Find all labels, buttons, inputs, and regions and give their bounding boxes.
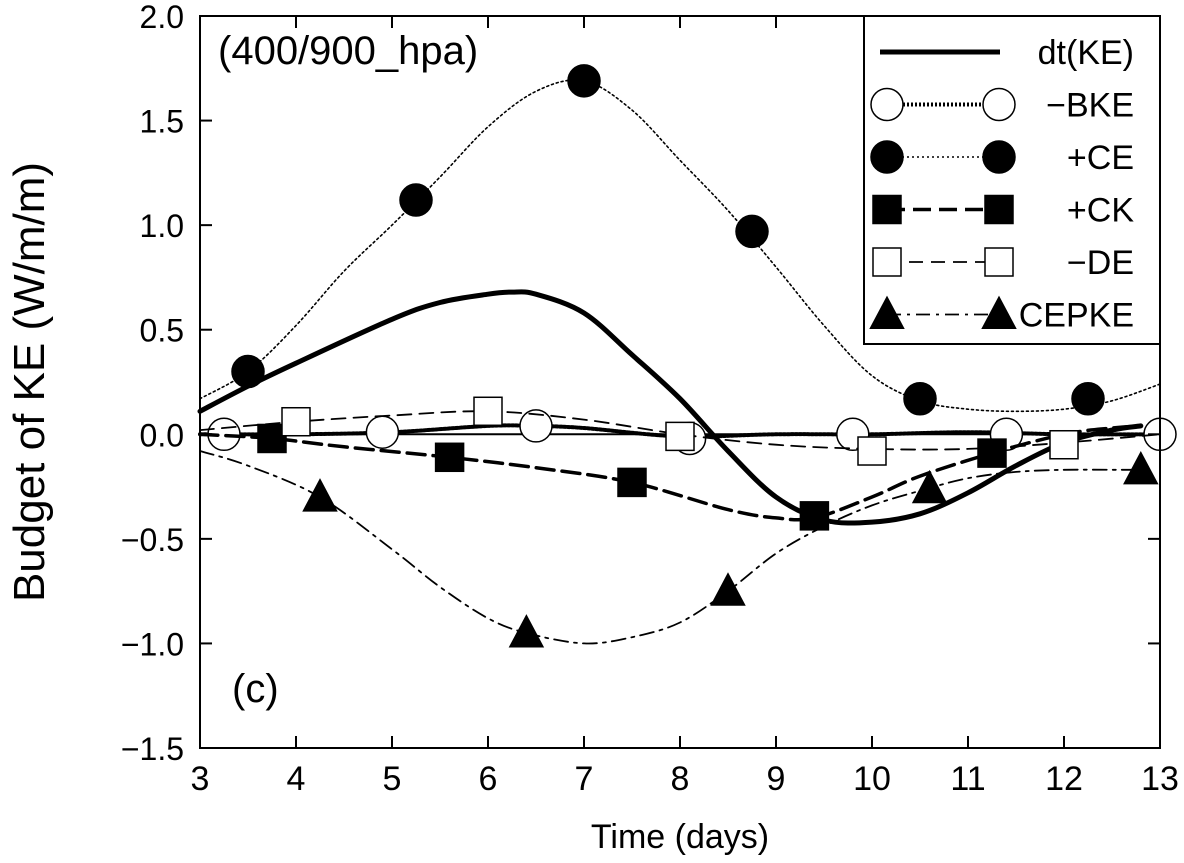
y-tick-label: −0.5 [121,522,184,558]
legend-marker [982,140,1016,174]
data-point [903,381,937,416]
data-point [665,421,695,452]
legend-marker [982,87,1016,122]
data-point [1123,450,1159,485]
data-point [365,415,400,449]
data-point [735,214,769,249]
y-axis-label: Budget of KE (W/m/m) [5,162,54,602]
y-tick-label: −1.0 [121,626,184,662]
y-tick-label: 1.5 [140,104,184,140]
data-point [508,614,545,648]
data-point [857,436,887,466]
series-line [199,450,1142,645]
y-tick-label: −1.5 [121,731,184,767]
series-line [197,289,1144,526]
data-point [519,409,553,443]
data-point [281,406,311,437]
x-tick-label: 5 [383,760,402,798]
data-point [434,442,465,473]
data-point [710,572,746,606]
data-point [473,396,503,427]
data-point [231,354,265,389]
panel-label: (400/900_hpa) [218,29,478,73]
series-line [199,79,1161,413]
series-layer [197,64,1177,648]
x-tick-label: 3 [191,760,210,798]
legend: dt(KE) −BKE +CE +CK −DE CEPKE [863,15,1161,345]
y-tick-label: 0.5 [140,313,184,349]
legend-marker [872,247,902,277]
series-line [199,410,1161,451]
data-point [1049,429,1079,460]
data-point [617,467,647,498]
legend-label: +CE [1067,139,1134,177]
series-5 [199,450,1159,648]
legend-marker [869,295,905,330]
x-tick-label: 4 [287,760,306,798]
legend-label: −BKE [1046,87,1134,125]
legend-label: −DE [1067,244,1134,282]
x-tick-label: 8 [671,760,690,798]
legend-marker [984,247,1014,277]
legend-label: CEPKE [1019,297,1134,335]
data-point [977,438,1007,468]
x-tick-label: 9 [767,760,786,798]
data-point [1071,381,1105,416]
data-point [399,183,433,217]
y-tick-label: 2.0 [140,0,184,35]
data-point [567,64,601,98]
series-2 [199,64,1161,416]
legend-marker [984,194,1014,225]
legend-marker [872,194,902,225]
legend-marker [870,140,904,174]
legend-box [863,15,1161,345]
y-tick-label: 1.0 [140,208,184,244]
corner-label: (c) [232,667,279,711]
x-tick-label: 10 [853,760,891,798]
legend-label: dt(KE) [1038,34,1134,72]
series-line [198,424,1143,522]
x-tick-label: 6 [479,760,498,798]
legend-marker [870,87,904,122]
x-tick-label: 11 [950,760,985,798]
x-tick-label: 12 [1045,760,1083,798]
data-point [799,501,830,531]
y-tick-label: 0.0 [140,417,184,453]
data-point [911,469,948,504]
series-4 [199,396,1161,466]
x-tick-label: 7 [575,760,594,798]
x-axis-label: Time (days) [591,818,769,856]
legend-label: +CK [1067,192,1134,230]
series-0 [197,289,1144,526]
series-3 [198,423,1143,531]
legend-marker [981,295,1017,330]
x-tick-label: 13 [1141,760,1179,798]
data-point [302,478,338,512]
